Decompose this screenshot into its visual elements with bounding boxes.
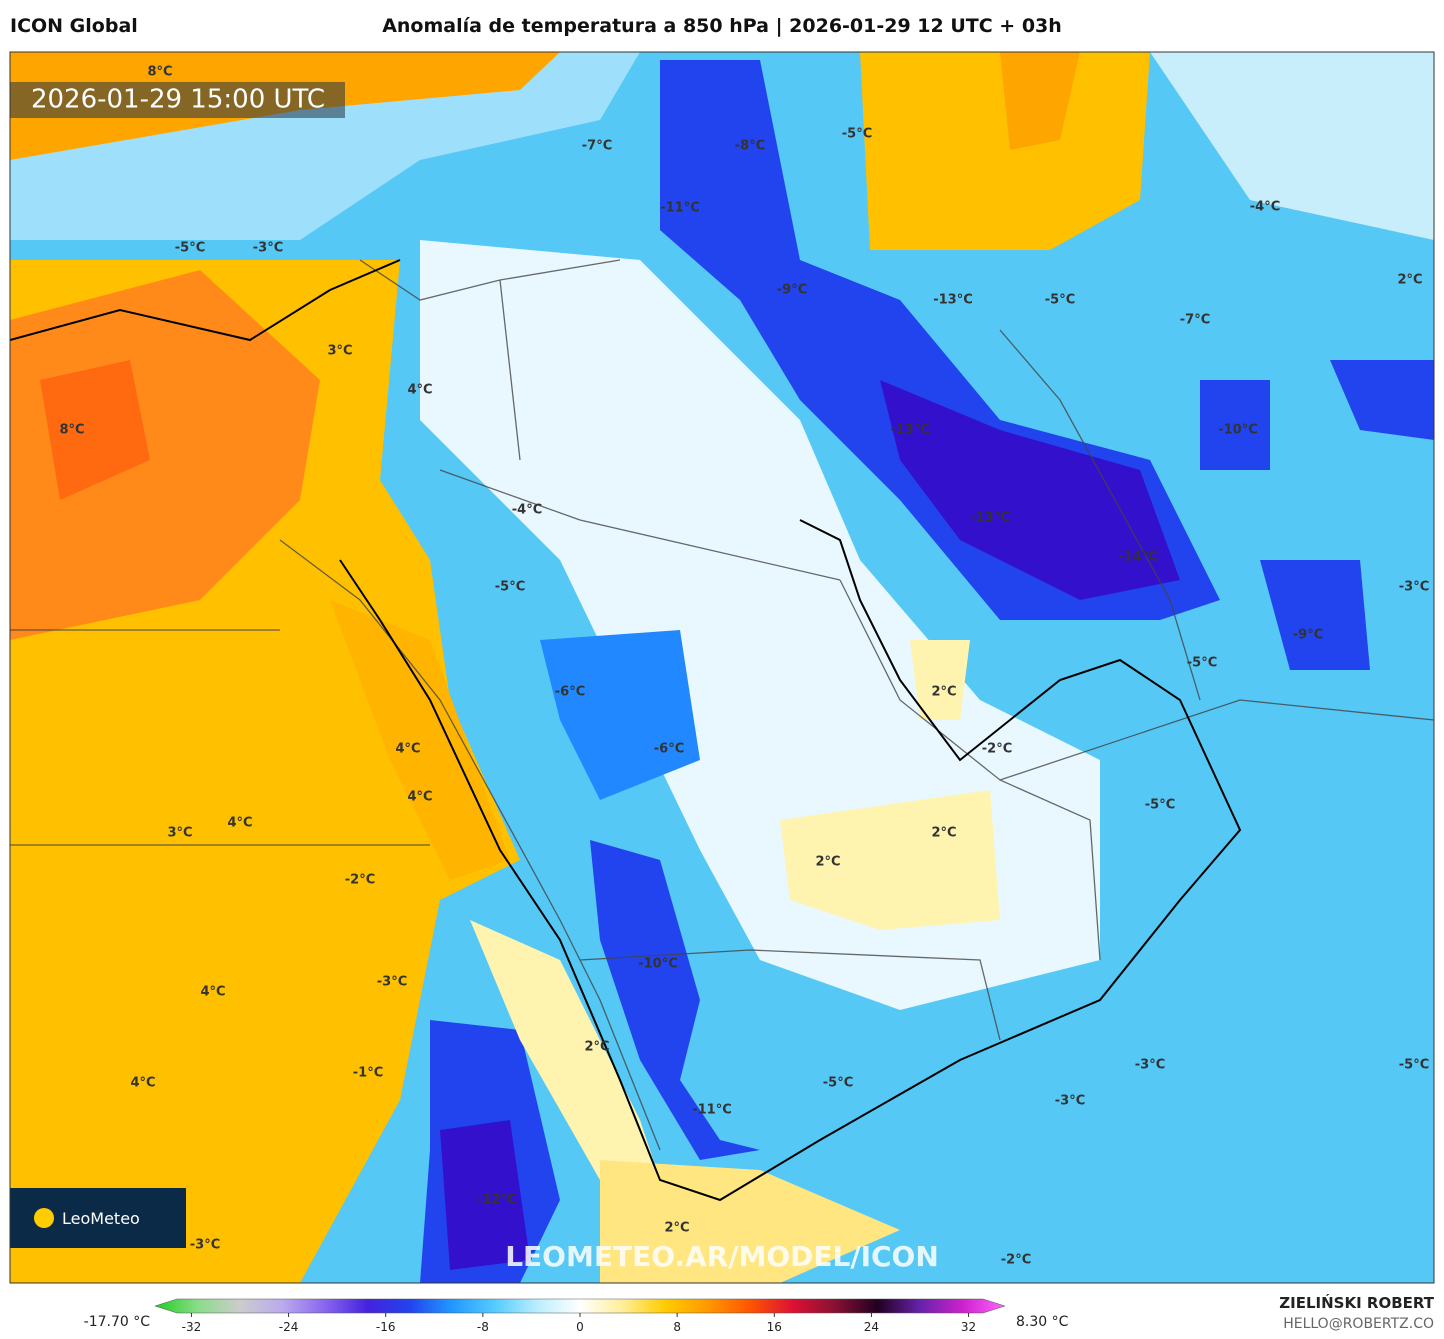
colorbar: -32 -24 -16 -8 0 8 16 24 32 [154,1298,1006,1334]
temperature-label: -13°C [970,511,1010,526]
temperature-label: -5°C [495,580,525,595]
temperature-label: -2°C [345,873,375,888]
author: ZIELIŃSKI ROBERT [1279,1293,1434,1312]
contact: HELLO@ROBERTZ.CO [1283,1316,1434,1332]
temperature-label: 2°C [815,855,840,870]
temperature-label: -8°C [735,139,765,154]
temperature-label: 2°C [584,1040,609,1055]
temperature-label: -7°C [582,139,612,154]
map-frame [9,51,1435,1284]
temperature-label: 4°C [407,383,432,398]
temperature-label: 3°C [327,344,352,359]
temperature-label: -2°C [1001,1253,1031,1268]
temperature-label: -4°C [512,503,542,518]
temperature-label: -12°C [477,1193,517,1208]
colorbar-tick-label: 8 [673,1320,681,1334]
colorbar-bar [154,1298,1006,1314]
temperature-label: -4°C [1250,200,1280,215]
temperature-label: -10°C [638,957,678,972]
temperature-label: -6°C [654,742,684,757]
timestamp: 2026-01-29 15:00 UTC [31,85,325,115]
temperature-label: -3°C [190,1238,220,1253]
logo: LeoMeteo [62,1209,140,1228]
temperature-label: -11°C [692,1103,732,1118]
temperature-label: -2°C [982,742,1012,757]
colorbar-tick-label: 32 [961,1320,976,1334]
temperature-label: 4°C [407,790,432,805]
temperature-label: -11°C [660,201,700,216]
temperature-label: -9°C [1293,628,1323,643]
temperature-label: -1°C [353,1066,383,1081]
colorbar-tick-label: 0 [576,1320,584,1334]
colorbar-tick-label: -8 [477,1320,489,1334]
map: 8°C -7°C -8°C -5°C -11°C -4°C -5°C -3°C -9°C -13°… [10,52,1434,1283]
temperature-label: 8°C [59,423,84,438]
temperature-label: -5°C [1145,798,1175,813]
temperature-label: 2°C [1397,273,1422,288]
temperature-label: 2°C [931,685,956,700]
temperature-label: -3°C [253,241,283,256]
temperature-label: 4°C [200,985,225,1000]
temperature-label: 8°C [147,65,172,80]
min-label: -17.70 °C [84,1314,151,1330]
temperature-label: 4°C [130,1076,155,1091]
map-title: Anomalía de temperatura a 850 hPa | 2026… [382,15,1062,37]
temperature-label: -6°C [555,685,585,700]
colorbar-tick-label: 24 [864,1320,879,1334]
temperature-label: -3°C [1399,580,1429,595]
model-name: ICON Global [10,15,138,37]
temperature-label: -5°C [1399,1058,1429,1073]
temperature-label: -5°C [1045,293,1075,308]
colorbar-tick-label: -24 [279,1320,299,1334]
colorbar-tick-label: 16 [767,1320,782,1334]
temperature-label: -13°C [933,293,973,308]
temperature-label: -5°C [1187,656,1217,671]
temperature-label: -7°C [1180,313,1210,328]
temperature-label: 2°C [931,826,956,841]
temperature-label: 3°C [167,826,192,841]
temperature-label: -3°C [1135,1058,1165,1073]
colorbar-tick-label: -32 [182,1320,202,1334]
temperature-label: 2°C [664,1221,689,1236]
temperature-label: -10°C [1218,423,1258,438]
temperature-label: -13°C [890,423,930,438]
temperature-label: -9°C [777,283,807,298]
temperature-label: -3°C [377,975,407,990]
temperature-label: -5°C [823,1076,853,1091]
temperature-label: -3°C [1055,1094,1085,1109]
temperature-label: 4°C [227,816,252,831]
max-label: 8.30 °C [1016,1314,1069,1330]
watermark: LEOMETEO.AR/MODEL/ICON [505,1240,939,1273]
colorbar-tick-label: -16 [376,1320,396,1334]
temperature-label: -5°C [175,241,205,256]
temperature-label: 4°C [395,742,420,757]
temperature-label: -14°C [1118,550,1158,565]
temperature-label: -5°C [842,127,872,142]
